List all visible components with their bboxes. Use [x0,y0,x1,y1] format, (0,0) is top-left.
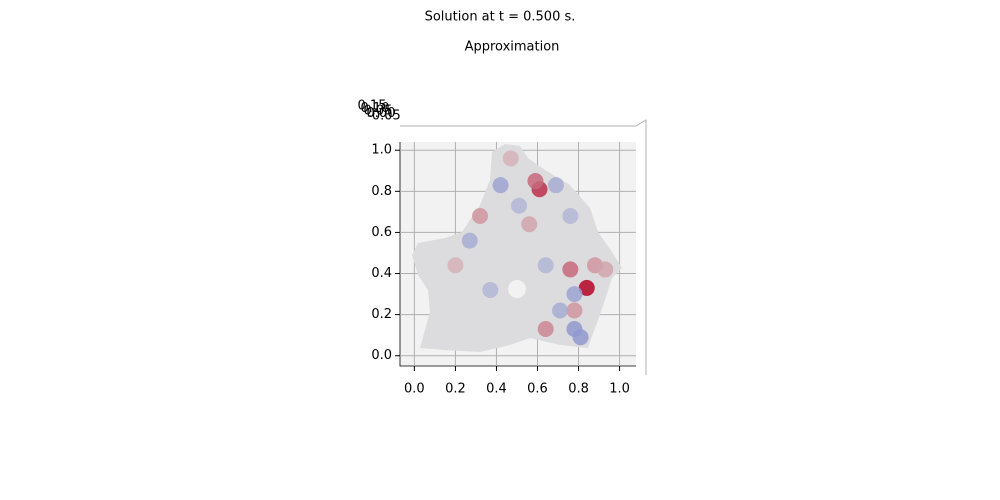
y-tick-label: 0.4 [371,266,392,281]
z-tick-label: -0.05 [367,109,401,124]
axis-lines [399,142,636,367]
field-point [511,197,528,214]
field-point [566,302,583,319]
field-point [562,261,579,278]
field-point [597,261,614,278]
x-tick-label: 0.0 [404,382,425,397]
y-tick-label: 1.0 [371,143,392,158]
field-point [537,321,554,338]
z-tick-label: 0.00 [367,106,396,121]
x-tick-label: 0.8 [568,382,589,397]
field-point [527,173,544,190]
field-point [502,150,519,167]
y-tick-label: 0.8 [371,184,392,199]
field-point [572,329,589,346]
field-point [552,302,569,319]
field-point [461,232,478,249]
field [447,150,614,346]
field-point [578,279,595,296]
x-tick-label: 0.4 [486,382,507,397]
z-tick-label: 0.05 [364,104,393,119]
field-point [566,286,583,303]
field-point [447,257,464,274]
z-tick-label: 0.15 [358,99,387,114]
x-tick-label: 0.6 [527,382,548,397]
field-point [482,281,499,298]
field-point [562,207,579,224]
field-point [547,177,564,194]
x-tick-label: 1.0 [609,382,630,397]
chart-subtitle: Approximation [465,40,560,55]
field-point [521,216,538,233]
y-tick-label: 0.2 [371,307,392,322]
field-point [492,177,509,194]
z-tick-label: 0.10 [361,101,390,116]
field-point [537,257,554,274]
y-tick-label: 0.0 [371,348,392,363]
y-tick-label: 0.6 [371,225,392,240]
pane-edge [400,119,647,375]
field-point [472,207,489,224]
chart-title: Solution at t = 0.500 s. [425,10,576,25]
hole [508,280,526,298]
x-tick-label: 0.2 [445,382,466,397]
